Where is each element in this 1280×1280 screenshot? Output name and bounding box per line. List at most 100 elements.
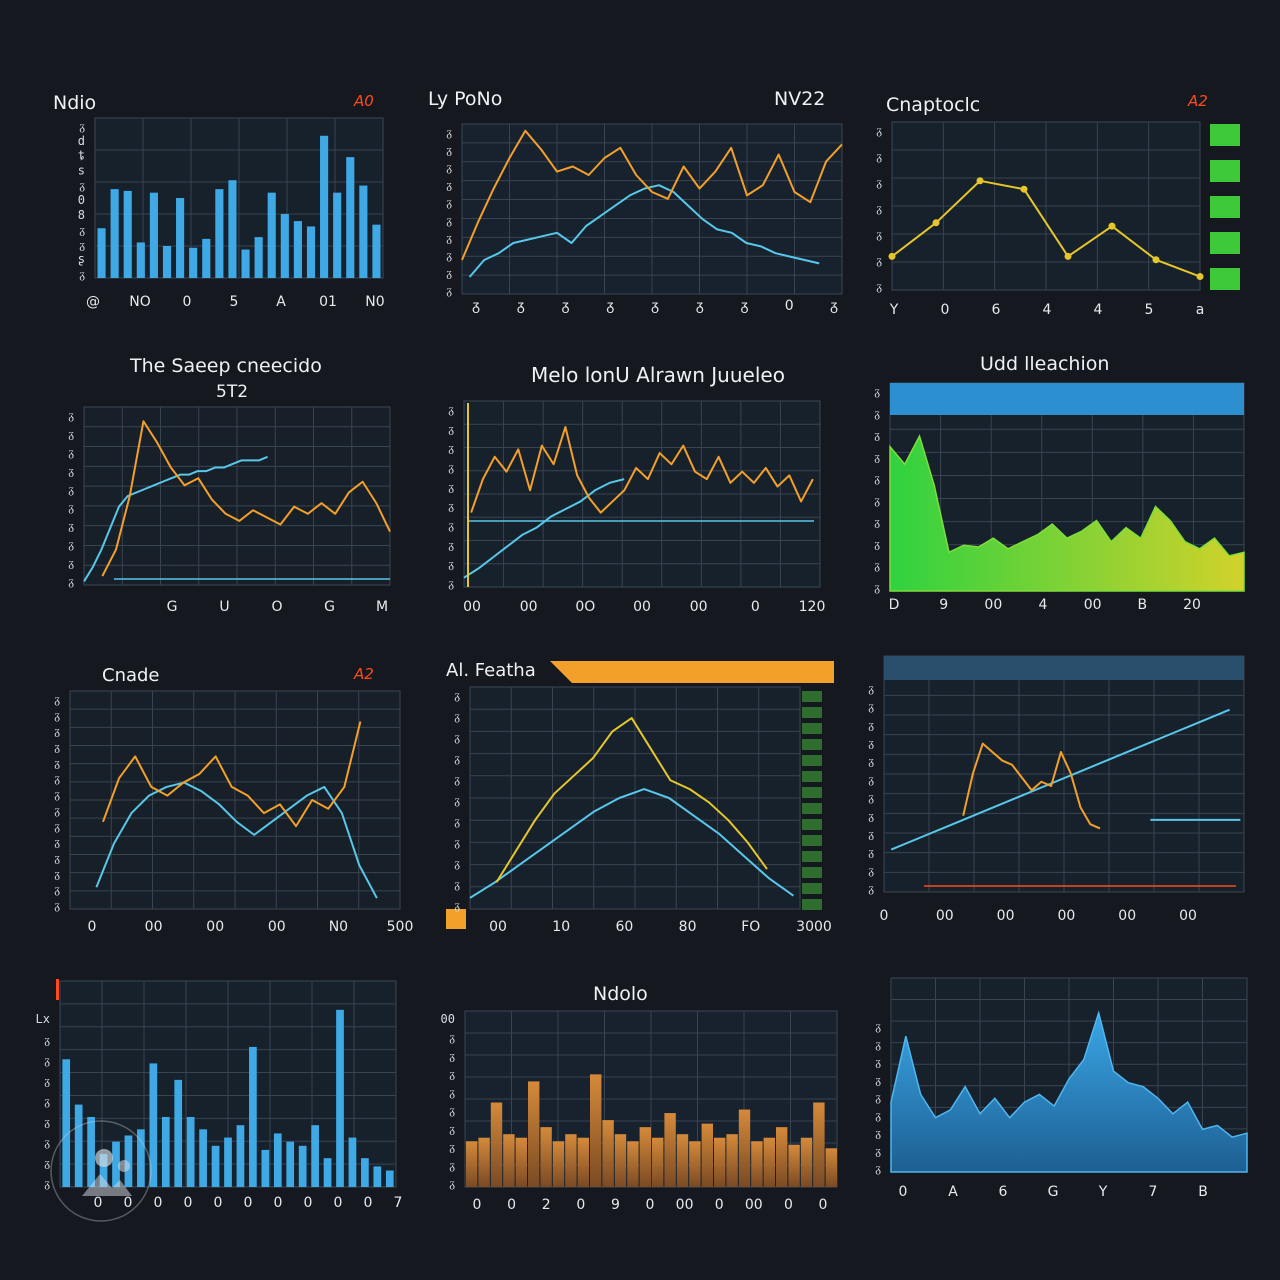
x-tick-label: 10 — [552, 919, 570, 935]
data-point — [1108, 222, 1116, 230]
bar — [565, 1134, 577, 1187]
legend-swatch — [1210, 160, 1240, 182]
bar — [466, 1141, 478, 1187]
y-tick-label: ᵹ — [868, 808, 874, 822]
y-tick-label: ᵹ — [875, 1126, 881, 1140]
x-tick-label: 5 — [230, 294, 239, 310]
bar — [186, 1116, 195, 1187]
y-tick-label: ᵹ — [79, 267, 85, 281]
y-tick-label: ᵹ — [448, 460, 454, 474]
y-tick-label: ᵹ — [68, 500, 74, 514]
legend-swatch — [1210, 268, 1240, 290]
gridlines — [892, 122, 1200, 290]
chart-title: Udd lleachion — [980, 353, 1110, 375]
x-tick-label: 0 — [124, 1195, 133, 1211]
x-tick-label: 0 — [473, 1197, 482, 1213]
x-tick-label: 00 — [676, 1197, 694, 1213]
y-tick-label: ᵹ — [448, 557, 454, 571]
bar — [751, 1141, 763, 1187]
chart-panel-c5: Melo lonU Alrawn Juueleo ᵹ ᵹ ᵹ ᵹ ᵹ ᵹ ᵹ ᵹ ᵹ ᵹ 00 00 0… — [428, 355, 828, 625]
bar — [639, 1127, 651, 1187]
y-tick-label: ᵹ — [54, 771, 60, 785]
y-tick-label: ᵹ — [875, 1161, 881, 1175]
bar — [149, 192, 158, 278]
bar — [552, 1141, 565, 1187]
x-tick-label: G — [167, 599, 178, 615]
x-tick-label: 00 — [997, 908, 1015, 924]
y-tick-label: ᵹ — [448, 441, 454, 455]
x-tick-label: 0 — [785, 298, 794, 314]
legend-swatch — [802, 899, 822, 910]
y-tick-label: ᵹ — [68, 574, 74, 588]
x-tick-label: 0 — [715, 1197, 724, 1213]
bar — [800, 1137, 813, 1187]
series-line-cyan — [469, 788, 794, 899]
x-tick-label: 3000 — [796, 919, 832, 935]
bar — [346, 157, 355, 278]
x-tick-label: 20 — [1183, 597, 1201, 613]
x-tick-label: 9 — [611, 1197, 620, 1213]
x-tick-label: 0 — [154, 1195, 163, 1211]
legend-swatch — [802, 851, 822, 862]
x-tick-label: 6 — [999, 1184, 1008, 1200]
bar — [627, 1141, 639, 1187]
y-tick-label: ᵹ — [868, 717, 874, 731]
x-tick-label: 4 — [1094, 302, 1103, 318]
series-line-cyan — [83, 455, 268, 582]
y-tick-label: ᵹ — [44, 1135, 50, 1149]
y-tick-label: ᵹ — [454, 709, 460, 723]
x-tick-label: G — [1048, 1184, 1059, 1200]
gridlines — [464, 401, 820, 587]
y-tick-label: ᵹ — [874, 384, 880, 398]
chart-panel-c7: Cnade A2 ᵹ ᵹ ᵹ ᵹ ᵹ ᵹ ᵹ ᵹ ᵹ ᵹ ᵹ ᵹ ᵹ ᵹ 0 00 00 00 N0 500 — [40, 655, 413, 945]
bar — [189, 247, 198, 278]
area-fill — [890, 1010, 1248, 1173]
y-tick-label: ᵹ — [868, 754, 874, 768]
y-tick-label: ᵹ — [79, 178, 85, 192]
x-tick-label: N0 — [329, 919, 348, 935]
bar — [273, 1133, 282, 1187]
y-tick-label: ᵹ — [874, 406, 880, 420]
y-tick-label: ᵹ — [54, 882, 60, 896]
bar — [373, 1166, 382, 1187]
data-point — [976, 177, 984, 185]
bar — [280, 214, 289, 278]
y-tick-label: ᵹ — [446, 265, 452, 279]
x-tick-label: ᵹ — [517, 298, 525, 314]
legend-swatch — [802, 707, 822, 718]
legend-swatch — [802, 739, 822, 750]
y-tick-label: ᵹ — [44, 1156, 50, 1170]
y-tick-label: ȶ — [78, 149, 85, 163]
y-tick-label: ᵹ — [448, 479, 454, 493]
y-tick-label: ᵹ — [448, 499, 454, 513]
bar — [236, 1125, 245, 1187]
x-tick-label: 500 — [387, 919, 414, 935]
y-tick-label: ᵹ — [446, 213, 452, 227]
bar — [286, 1141, 295, 1187]
x-tick-label: 00 — [145, 919, 163, 935]
y-tick-label: ᵹ — [446, 178, 452, 192]
x-tick-label: 00 — [745, 1197, 763, 1213]
x-tick-label: B — [1198, 1184, 1208, 1200]
chart-title: Melo lonU Alrawn Juueleo — [531, 363, 785, 387]
series-line-yellow — [891, 179, 1201, 278]
bar — [813, 1102, 825, 1187]
bar — [515, 1137, 527, 1187]
bar — [348, 1137, 357, 1187]
y-tick-label: ᵹ — [44, 1074, 50, 1088]
data-point — [1152, 256, 1160, 264]
bar — [261, 1149, 270, 1187]
y-tick-label: ᵹ — [454, 835, 460, 849]
y-tick-label: ᵹ — [875, 1019, 881, 1033]
series-line-orange — [101, 420, 391, 577]
chart-title: Cnaptoclc — [886, 94, 981, 116]
y-tick-label: ᵹ — [449, 1085, 455, 1099]
y-tick-label: ᵹ — [876, 227, 882, 241]
x-tick-label: O — [271, 599, 282, 615]
x-tick-label: 00 — [206, 919, 224, 935]
x-tick-label: 00 — [463, 599, 481, 615]
